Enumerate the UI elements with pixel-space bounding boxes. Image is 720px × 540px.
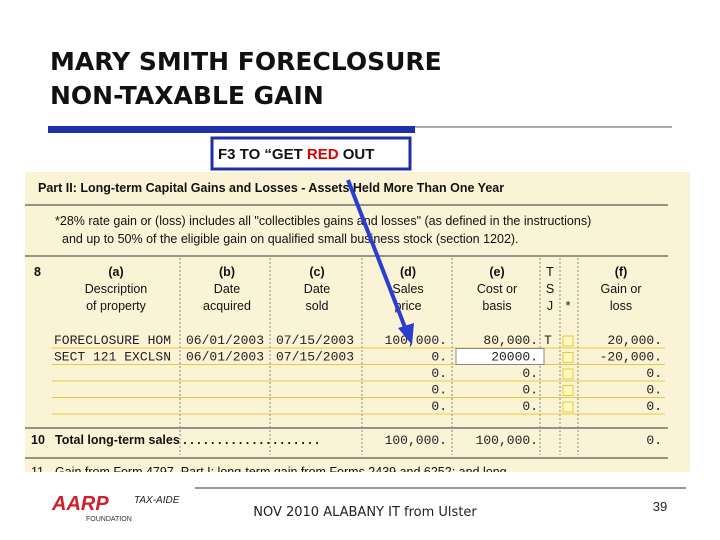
column-heading: Sales — [392, 282, 423, 296]
footer-caption: NOV 2010 ALABANY IT from Ulster — [253, 505, 477, 520]
note-line: *28% rate gain or (loss) includes all "c… — [55, 214, 591, 228]
clip-mask — [0, 472, 720, 484]
column-letter: (c) — [309, 265, 324, 279]
column-heading: of property — [86, 299, 147, 313]
checkbox — [562, 335, 574, 347]
cell: 0. — [646, 366, 662, 381]
column-heading: acquired — [203, 299, 251, 313]
callout-highlight: RED — [307, 146, 339, 163]
tsj-heading: T — [546, 265, 554, 279]
cell: 0. — [522, 383, 538, 398]
cell: 06/01/2003 — [186, 333, 264, 348]
cell: 20000. — [491, 350, 538, 365]
callout-box — [210, 136, 412, 171]
column-heading: Date — [214, 282, 240, 296]
cell: 0. — [522, 366, 538, 381]
cell: 0. — [431, 383, 447, 398]
cell: 0. — [646, 383, 662, 398]
logo-sub: FOUNDATION — [86, 516, 132, 523]
cell: 0. — [646, 399, 662, 414]
column-letter: (e) — [489, 265, 504, 279]
cell: 20,000. — [607, 333, 662, 348]
form-background — [25, 172, 690, 472]
column-letter: (a) — [108, 265, 123, 279]
logo: AARP — [51, 493, 109, 515]
cell: 06/01/2003 — [186, 350, 264, 365]
total-cell: 0. — [646, 433, 662, 448]
tsj-heading: * — [566, 299, 571, 313]
callout-part: OUT — [339, 146, 375, 163]
line-number: 10 — [31, 433, 45, 447]
cell: 100,000. — [385, 333, 447, 348]
cell: T — [544, 333, 552, 348]
title-line: MARY SMITH FORECLOSURE — [50, 47, 442, 76]
column-heading: Date — [304, 282, 330, 296]
callout-text: F3 TO “GET RED OUT — [218, 146, 374, 163]
column-heading: basis — [482, 299, 511, 313]
checkbox — [562, 368, 574, 380]
column-heading: Cost or — [477, 282, 517, 296]
cell: 07/15/2003 — [276, 333, 354, 348]
column-heading: Description — [85, 282, 148, 296]
checkbox — [562, 401, 574, 413]
line-number: 8 — [34, 265, 41, 279]
total-label: Total long-term sales . . . . . . . . . … — [55, 433, 319, 447]
tsj-heading: S — [546, 282, 554, 296]
cell: SECT 121 EXCLSN — [54, 350, 171, 365]
cell: -20,000. — [600, 350, 662, 365]
title-line: NON-TAXABLE GAIN — [50, 81, 324, 110]
part-heading: Part II: Long-term Capital Gains and Los… — [38, 181, 504, 195]
column-heading: price — [394, 299, 421, 313]
column-letter: (f) — [615, 265, 628, 279]
total-cell: 100,000. — [385, 433, 447, 448]
column-heading: loss — [610, 299, 632, 313]
total-cell: 100,000. — [476, 433, 538, 448]
column-letter: (b) — [219, 265, 235, 279]
cell: 0. — [431, 366, 447, 381]
column-heading: sold — [306, 299, 329, 313]
cell: 80,000. — [483, 333, 538, 348]
cell: 0. — [431, 350, 447, 365]
arrow — [346, 179, 408, 331]
title-bar — [48, 126, 415, 133]
logo-tagline: TAX-AIDE — [134, 495, 180, 506]
checkbox — [562, 385, 574, 396]
checkbox — [562, 352, 574, 363]
cell: FORECLOSURE HOM — [54, 333, 171, 348]
column-heading: Gain or — [601, 282, 642, 296]
edit-box — [455, 348, 545, 365]
column-letter: (d) — [400, 265, 416, 279]
cell: 0. — [522, 399, 538, 414]
page-number: 39 — [653, 499, 667, 514]
callout-part: F3 TO “GET — [218, 146, 307, 163]
cell: 07/15/2003 — [276, 350, 354, 365]
arrow-head — [398, 323, 414, 345]
note-line: and up to 50% of the eligible gain on qu… — [62, 232, 519, 246]
cell: 0. — [431, 399, 447, 414]
tsj-heading: J — [547, 299, 553, 313]
form: Part II: Long-term Capital Gains and Los… — [25, 181, 668, 479]
